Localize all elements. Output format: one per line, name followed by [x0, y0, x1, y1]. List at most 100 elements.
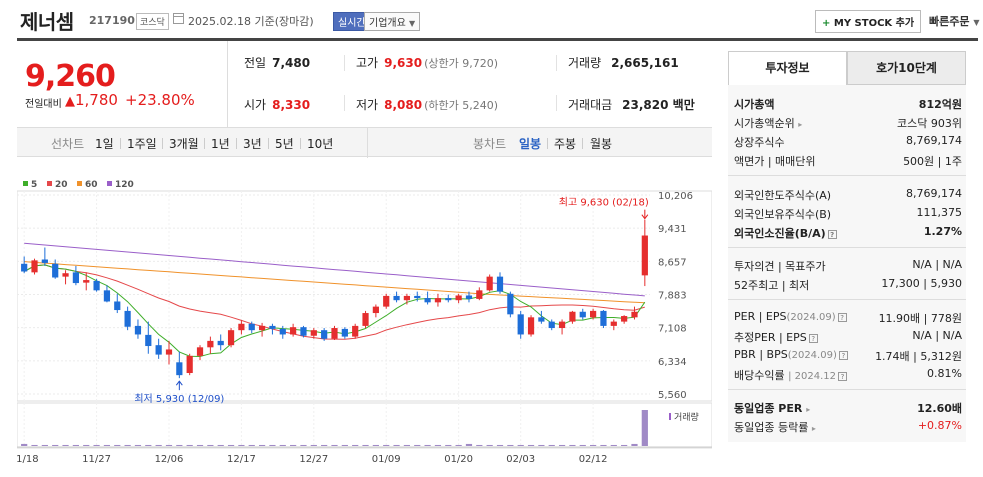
- price-chart[interactable]: 10,206 9,431 8,657 7,883 7,108 6,334 5,560 11/1…: [17, 157, 712, 477]
- candle-body: [476, 290, 483, 299]
- candle-body: [465, 295, 473, 299]
- stat-prev: 전일 7,480: [244, 54, 310, 71]
- volume-bar: [414, 444, 421, 446]
- volume-bar: [527, 444, 535, 446]
- volume-bar: [176, 444, 183, 446]
- y-tick-label: 5,560: [658, 390, 687, 401]
- row-value: +0.87%: [917, 419, 962, 432]
- candle-body: [517, 314, 524, 335]
- stock-code: 217190: [89, 14, 135, 27]
- invest-info-panel: 투자정보 호가10단계 시가총액 812억원 시가총액순위 ▸ 코스닥 903위 상…: [728, 51, 966, 442]
- tab-ask-10[interactable]: 호가10단계: [847, 51, 966, 85]
- stat-label: 전일: [244, 56, 267, 70]
- help-icon[interactable]: ?: [808, 333, 818, 343]
- candle-body: [424, 298, 431, 303]
- ma-line-120: [24, 242, 645, 297]
- row-value: N/A | N/A: [912, 329, 962, 342]
- row-label: PER | EPS: [734, 310, 787, 323]
- candle-body: [434, 298, 442, 303]
- volume-bar: [631, 443, 638, 446]
- help-icon[interactable]: ?: [837, 312, 847, 322]
- candle-body: [238, 323, 245, 331]
- volume-bar: [569, 444, 576, 446]
- candle-body: [196, 347, 204, 356]
- row-label: 시가총액: [734, 98, 775, 111]
- help-icon[interactable]: ?: [838, 350, 848, 360]
- legend-swatch: [47, 181, 52, 186]
- stat-open: 시가 8,330: [244, 96, 310, 113]
- row-label: 상장주식수: [734, 136, 785, 149]
- add-mystock-button[interactable]: + MY STOCK 추가: [815, 10, 922, 33]
- tab-1d[interactable]: 1일: [95, 137, 114, 151]
- tab-candle-chart[interactable]: 봉차트: [473, 137, 507, 151]
- stat-value: 9,630: [384, 56, 423, 70]
- divider: [120, 138, 121, 149]
- volume-bar: [621, 444, 628, 446]
- help-icon[interactable]: ?: [838, 371, 848, 381]
- chevron-down-icon: ▼: [409, 19, 416, 28]
- company-info-dropdown[interactable]: 기업개요 ▼: [364, 12, 421, 31]
- candle-body: [21, 263, 28, 272]
- volume-bar: [434, 444, 442, 446]
- row-period: | 2024.12: [788, 371, 837, 382]
- divider: [367, 128, 368, 158]
- calendar-icon: [173, 13, 184, 24]
- volume-bar: [352, 444, 359, 446]
- row-value: 1.74배 | 5,312원: [875, 350, 962, 363]
- volume-bar: [372, 444, 379, 446]
- ma-line-60: [24, 261, 645, 304]
- candle-body: [548, 321, 555, 329]
- row-value: 500원 | 1주: [903, 155, 962, 168]
- volume-bar: [465, 443, 473, 446]
- volume-bar: [558, 444, 566, 446]
- volume-bar: [21, 443, 28, 446]
- row-value: 17,300 | 5,930: [881, 277, 962, 290]
- volume-bar: [155, 444, 162, 446]
- row-value: 12.60배: [917, 402, 962, 415]
- candle-body: [248, 323, 255, 331]
- candle-body: [62, 273, 69, 277]
- divider: [728, 175, 966, 176]
- chart-tabs: 선차트 1일 1주일 3개월 1년 3년 5년 10년 봉차트 일봉 주봉 월봉: [17, 127, 712, 158]
- row-label: 52주최고 | 최저: [734, 279, 810, 292]
- volume-bar: [538, 444, 545, 446]
- tab-3m[interactable]: 3개월: [169, 137, 199, 151]
- stat-value: 2,665,161: [611, 56, 679, 70]
- volume-label: 거래량: [674, 411, 699, 423]
- divider: [556, 55, 557, 71]
- tab-1y[interactable]: 1년: [211, 137, 230, 151]
- max-arrow-head: [641, 214, 649, 220]
- candle-body: [558, 321, 566, 329]
- volume-bar: [186, 444, 193, 446]
- x-tick-label: 02/03: [506, 454, 535, 465]
- volume-bar: [248, 444, 255, 446]
- candle-body: [590, 310, 597, 318]
- candle-body: [496, 276, 504, 292]
- volume-frame: [17, 402, 712, 449]
- quick-order-button[interactable]: 빠른주문 ▼: [929, 13, 979, 29]
- tab-5y[interactable]: 5년: [275, 137, 294, 151]
- candle-body: [600, 310, 607, 326]
- volume-bar: [486, 444, 493, 446]
- tab-1w[interactable]: 1주일: [127, 137, 157, 151]
- divider: [268, 138, 269, 149]
- tab-3y[interactable]: 3년: [243, 137, 262, 151]
- tab-line-chart[interactable]: 선차트: [51, 137, 85, 151]
- add-mystock-label: MY STOCK 추가: [833, 18, 915, 29]
- volume-bar: [165, 444, 173, 446]
- volume-bar: [455, 444, 462, 446]
- tab-weekly[interactable]: 주봉: [554, 137, 577, 151]
- plus-icon: +: [822, 18, 831, 29]
- tab-daily[interactable]: 일봉: [519, 137, 542, 151]
- x-tick-label: 01/20: [444, 454, 473, 465]
- volume-bar: [403, 444, 411, 446]
- y-tick-label: 9,431: [658, 224, 687, 235]
- candle-body: [176, 362, 183, 376]
- tab-invest-info[interactable]: 투자정보: [728, 51, 847, 85]
- tab-10y[interactable]: 10년: [307, 137, 334, 151]
- help-icon[interactable]: ?: [827, 229, 837, 239]
- tab-monthly[interactable]: 월봉: [590, 137, 613, 151]
- company-info-label: 기업개요: [369, 18, 406, 29]
- max-annotation: 최고 9,630 (02/18): [559, 197, 649, 209]
- candlestick-chart-svg[interactable]: 10,206 9,431 8,657 7,883 7,108 6,334 5,560 11/1…: [17, 157, 712, 477]
